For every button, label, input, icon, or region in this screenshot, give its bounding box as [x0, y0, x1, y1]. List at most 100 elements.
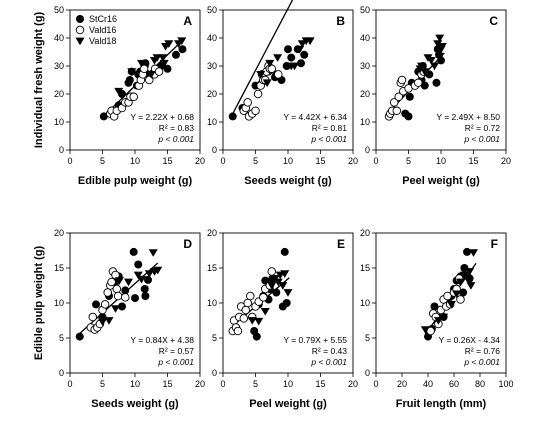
point-stcr16 [405, 92, 414, 101]
p-value: p < 0.001 [310, 357, 347, 367]
x-axis-label: Seeds weight (g) [244, 175, 332, 187]
regression-equation: Y = 2.22X + 0.68 [130, 112, 194, 122]
point-vald18 [433, 317, 443, 325]
y-tick-label: 15 [360, 263, 370, 273]
point-vald18 [466, 282, 476, 290]
point-vald16 [246, 291, 255, 301]
point-vald18 [452, 290, 462, 299]
point-stcr16 [99, 112, 108, 121]
point-vald16 [392, 106, 402, 116]
point-vald18 [148, 249, 158, 257]
x-tick-label: 15 [468, 156, 478, 166]
r-squared: R² = 0.81 [312, 123, 347, 133]
point-stcr16 [92, 300, 100, 309]
y-tick-label: 5 [212, 333, 217, 343]
regression-equation: Y = 0.26X - 4.34 [438, 335, 500, 345]
x-axis-label: Peel weight (g) [249, 398, 327, 410]
point-vald18 [146, 71, 156, 79]
point-stcr16 [125, 76, 134, 84]
x-axis-label: Peel weight (g) [402, 175, 480, 187]
point-vald16 [120, 293, 130, 302]
point-vald16 [259, 293, 268, 302]
point-stcr16 [420, 81, 429, 90]
point-stcr16 [463, 247, 471, 256]
x-axis-label: Seeds weight (g) [91, 398, 179, 410]
x-tick-label: 0 [373, 379, 378, 389]
y-tick-label: 0 [365, 145, 370, 155]
x-tick-label: 0 [220, 379, 225, 389]
point-vald16 [113, 291, 123, 301]
point-vald16 [88, 312, 97, 322]
y-axis-label: Edible pulp weight (g) [33, 246, 45, 361]
point-vald18 [262, 79, 272, 88]
point-vald16 [139, 64, 149, 74]
x-tick-label: 10 [130, 156, 140, 166]
y-tick-label: 10 [54, 298, 64, 308]
point-vald18 [430, 62, 439, 71]
r-squared: R² = 0.76 [465, 346, 500, 356]
x-tick-label: 10 [283, 379, 293, 389]
point-vald16 [233, 326, 243, 336]
point-vald18 [420, 68, 430, 76]
p-value: p < 0.001 [157, 134, 194, 144]
point-vald18 [177, 37, 187, 46]
point-vald18 [420, 326, 430, 334]
y-tick-label: 15 [207, 263, 217, 273]
point-vald16 [107, 277, 116, 287]
y-tick-label: 30 [360, 61, 370, 71]
p-value: p < 0.001 [310, 134, 347, 144]
x-tick-label: 80 [475, 379, 485, 389]
point-vald16 [112, 284, 122, 294]
x-tick-label: 20 [501, 156, 511, 166]
panel-letter: E [337, 237, 345, 251]
point-vald18 [137, 59, 146, 68]
panel-letter: D [183, 237, 192, 251]
x-tick-label: 10 [436, 156, 446, 166]
point-vald18 [462, 274, 472, 283]
p-value: p < 0.001 [463, 357, 500, 367]
y-axis-label: Individual fresh weight (g) [33, 12, 45, 149]
y-tick-label: 30 [54, 61, 64, 71]
point-stcr16 [129, 247, 138, 256]
point-stcr16 [432, 78, 441, 87]
p-value: p < 0.001 [463, 134, 500, 144]
r-squared: R² = 0.43 [312, 346, 347, 356]
y-tick-label: 30 [207, 61, 217, 71]
y-tick-label: 10 [54, 117, 64, 127]
point-stcr16 [228, 112, 237, 121]
x-tick-label: 10 [283, 156, 293, 166]
point-vald18 [152, 54, 162, 62]
legend-label: Vald18 [89, 36, 116, 46]
legend-label: StCr16 [89, 14, 117, 24]
point-vald16 [129, 92, 138, 102]
point-vald16 [397, 75, 407, 85]
point-vald18 [290, 62, 299, 71]
point-stcr16 [141, 292, 150, 300]
y-tick-label: 40 [360, 33, 370, 43]
point-stcr16 [76, 15, 84, 23]
y-tick-label: 20 [54, 228, 64, 238]
y-tick-label: 50 [207, 5, 217, 15]
point-vald18 [446, 301, 456, 309]
point-stcr16 [404, 112, 413, 121]
x-tick-label: 20 [195, 379, 205, 389]
y-tick-label: 0 [212, 145, 217, 155]
x-tick-label: 15 [162, 156, 172, 166]
y-tick-label: 0 [365, 368, 370, 378]
point-stcr16 [144, 275, 152, 284]
x-tick-label: 40 [423, 379, 433, 389]
point-vald16 [414, 78, 423, 88]
point-vald18 [260, 308, 270, 316]
p-value: p < 0.001 [157, 357, 194, 367]
point-vald18 [437, 43, 447, 51]
x-tick-label: 5 [406, 156, 411, 166]
point-vald18 [439, 313, 449, 322]
point-vald18 [273, 278, 283, 287]
x-tick-label: 15 [315, 156, 325, 166]
point-stcr16 [284, 45, 292, 54]
point-vald18 [435, 34, 445, 43]
x-tick-label: 0 [67, 156, 72, 166]
point-stcr16 [140, 285, 149, 293]
point-vald18 [158, 54, 168, 62]
